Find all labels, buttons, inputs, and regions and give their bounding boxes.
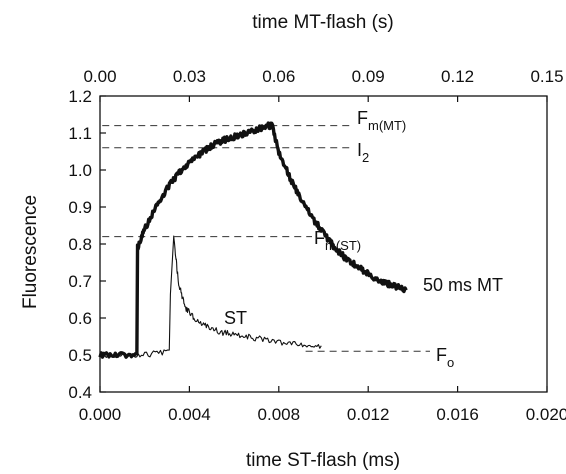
x-top-tick-label: 0.00 <box>83 67 116 86</box>
x-top-tick-label: 0.03 <box>173 67 206 86</box>
x-bottom-tick-label: 0.004 <box>168 405 211 424</box>
reference-label: Fo <box>436 345 454 370</box>
x-bottom-tick-label: 0.020 <box>526 405 566 424</box>
x-bottom-tick-label: 0.012 <box>347 405 390 424</box>
y-tick-label: 0.7 <box>68 272 92 291</box>
reference-label: Fm(MT) <box>357 108 406 133</box>
x-bottom-tick-label: 0.016 <box>436 405 479 424</box>
x-axis-bottom-title: time ST-flash (ms) <box>246 450 400 471</box>
x-top-tick-label: 0.15 <box>530 67 563 86</box>
y-tick-label: 0.6 <box>68 309 92 328</box>
x-bottom-tick-label: 0.008 <box>258 405 301 424</box>
reference-lines <box>102 125 430 352</box>
annotation-layer: Fm(MT) I2 Fm(ST) Fo 50 ms MT ST <box>224 108 503 370</box>
series-layer <box>98 121 408 359</box>
x-top-tick-label: 0.06 <box>262 67 295 86</box>
tick-layer: 0.000 0.004 0.008 0.012 0.016 0.020 0.00 0.03 0.… <box>68 67 566 424</box>
y-tick-label: 1.0 <box>68 161 92 180</box>
y-tick-label: 0.9 <box>68 198 92 217</box>
y-tick-label: 1.2 <box>68 87 92 106</box>
reference-label: Fm(ST) <box>314 228 361 253</box>
series-label-st: ST <box>224 308 247 328</box>
y-tick-label: 0.4 <box>68 383 92 402</box>
y-tick-label: 0.8 <box>68 235 92 254</box>
y-tick-label: 0.5 <box>68 346 92 365</box>
y-tick-label: 1.1 <box>68 124 92 143</box>
x-axis-top-title: time MT-flash (s) <box>252 12 393 33</box>
x-top-tick-label: 0.09 <box>352 67 385 86</box>
series-line-mt <box>98 121 408 359</box>
y-axis-title: Fluorescence <box>20 195 41 309</box>
series-label-mt: 50 ms MT <box>423 275 503 295</box>
reference-label: I2 <box>357 140 369 165</box>
series-line-st <box>99 235 322 358</box>
x-top-tick-label: 0.12 <box>441 67 474 86</box>
x-bottom-tick-label: 0.000 <box>79 405 122 424</box>
